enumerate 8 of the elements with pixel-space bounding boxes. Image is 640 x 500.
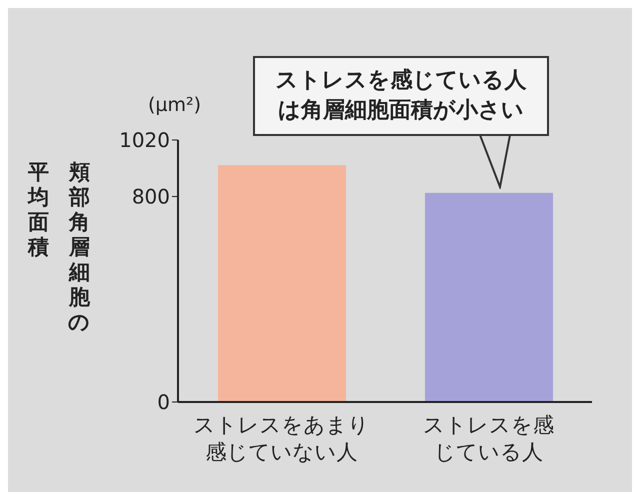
text: ストレスを感じている人は角層細胞面積が小さい <box>253 56 549 136</box>
x-tick-label: ストレスをあまり感じていない人 <box>194 413 370 464</box>
y-tick-label: 0 <box>157 390 170 414</box>
text: 頬部角層細胞の平均面積 <box>28 160 90 334</box>
text: (μm²) <box>148 94 202 116</box>
y-tick-label: 1020 <box>119 128 170 152</box>
y-tick-label: 800 <box>132 184 170 209</box>
x-tick-label: ストレスを感じている人 <box>423 413 554 464</box>
